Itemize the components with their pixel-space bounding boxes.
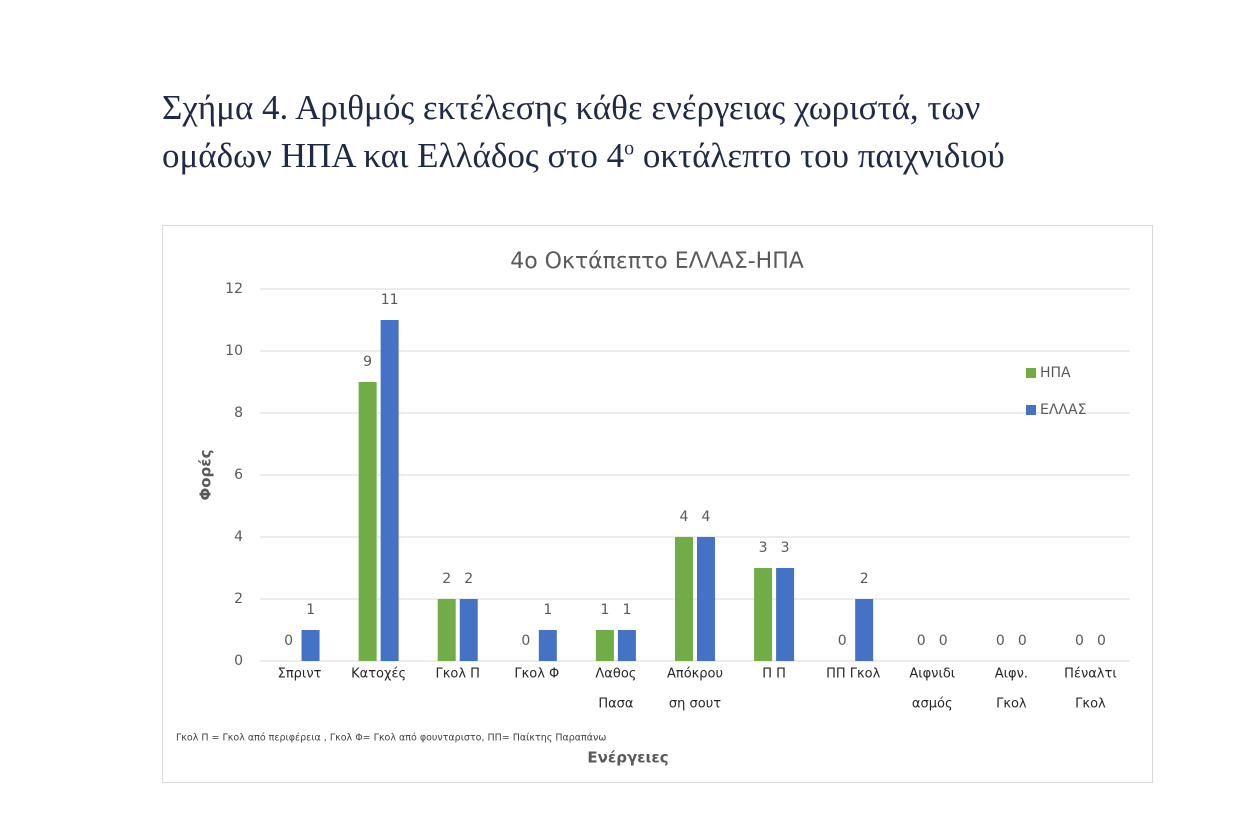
x-tick-label: ση σουτ [669, 697, 721, 712]
x-tick-label: Γκολ [996, 697, 1027, 712]
caption-line: ομάδων ΗΠΑ και Ελλάδος στο 4ο οκτάλεπτο … [162, 136, 1005, 176]
data-label: 0 [521, 633, 530, 649]
y-tick-label: 0 [234, 653, 243, 669]
data-label: 1 [622, 602, 631, 618]
x-tick-label: Σπριντ [278, 667, 322, 682]
caption-text: ομάδων ΗΠΑ και Ελλάδος στο 4 [162, 136, 625, 175]
data-label: 1 [306, 602, 315, 618]
data-label: 0 [939, 633, 948, 649]
x-tick-label: Π Π [762, 667, 786, 682]
bar [380, 320, 399, 661]
x-tick-label: ασμός [912, 697, 953, 712]
y-tick-label: 6 [234, 467, 243, 483]
bar [358, 382, 377, 661]
data-label: 2 [860, 571, 869, 587]
x-tick-label: Πέναλτι [1064, 667, 1117, 682]
data-label: 1 [543, 602, 552, 618]
y-tick-label: 4 [234, 529, 243, 545]
chart-frame [162, 225, 1153, 783]
data-label: 0 [1075, 633, 1084, 649]
y-tick-label: 12 [225, 281, 243, 297]
x-tick-label: Αιφνιδι [909, 667, 955, 682]
bar [437, 599, 456, 661]
x-axis-label: Ενέργειες [587, 749, 668, 767]
bar [617, 630, 636, 661]
caption-text: οκτάλεπτο του παιχνιδιού [642, 136, 1005, 175]
data-label: 0 [1018, 633, 1027, 649]
data-label: 3 [781, 540, 790, 556]
data-label: 4 [680, 509, 689, 525]
bar [776, 568, 795, 661]
y-tick-label: 8 [234, 405, 243, 421]
x-tick-label: Αιφν. [995, 667, 1028, 682]
y-axis-label: Φορές [197, 449, 215, 500]
legend-label: ΕΛΛΑΣ [1040, 402, 1086, 418]
y-tick-label: 10 [225, 343, 243, 359]
chart-title: 4ο Οκτάπεπτο ΕΛΛΑΣ-ΗΠΑ [510, 249, 804, 274]
data-label: 0 [838, 633, 847, 649]
bar [675, 537, 693, 661]
bar [754, 568, 773, 661]
x-tick-label: Πασα [598, 697, 633, 712]
legend-label: ΗΠΑ [1040, 365, 1071, 381]
data-label: 9 [363, 354, 372, 370]
bar [301, 630, 320, 661]
bar [697, 537, 715, 661]
caption-line: Σχήμα 4. Αριθμός εκτέλεσης κάθε ενέργεια… [162, 88, 981, 127]
bar [855, 599, 874, 661]
x-tick-label: Κατοχές [351, 667, 406, 682]
caption-superscript: ο [624, 137, 635, 160]
data-label: 3 [759, 540, 768, 556]
data-label: 0 [284, 633, 293, 649]
legend-swatch [1026, 368, 1036, 378]
data-label: 0 [996, 633, 1005, 649]
x-tick-label: ΠΠ Γκολ [826, 667, 881, 682]
legend-swatch [1026, 405, 1036, 415]
y-tick-label: 2 [234, 591, 243, 607]
x-tick-label: Γκολ [1075, 697, 1106, 712]
bar [459, 599, 478, 661]
data-label: 0 [917, 633, 926, 649]
x-tick-label: Απόκρου [667, 667, 723, 682]
x-tick-label: Λαθος [595, 667, 636, 682]
data-label: 4 [702, 509, 711, 525]
note: Γκολ Π = Γκολ από περιφέρεια , Γκολ Φ= Γ… [176, 733, 606, 744]
bar [538, 630, 557, 661]
data-label: 0 [1097, 633, 1106, 649]
data-label: 1 [600, 602, 609, 618]
data-label: 2 [442, 571, 451, 587]
data-label: 11 [381, 292, 399, 308]
bar [595, 630, 614, 661]
x-tick-label: Γκολ Π [435, 667, 479, 682]
data-label: 2 [464, 571, 473, 587]
x-tick-label: Γκολ Φ [514, 667, 559, 682]
